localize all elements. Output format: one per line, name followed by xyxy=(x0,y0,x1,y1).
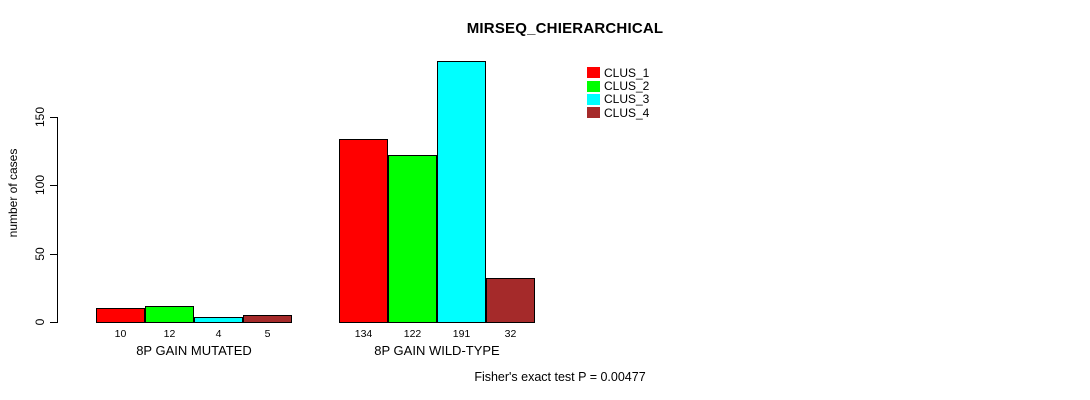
bar-clus-2-wild-type xyxy=(388,155,437,323)
bar-clus-2-mutated xyxy=(145,306,194,323)
y-axis-tick xyxy=(50,322,57,323)
annotation-fisher-test: Fisher's exact test P = 0.00477 xyxy=(474,370,646,384)
legend-label: CLUS_1 xyxy=(604,65,650,80)
y-axis-line xyxy=(57,117,58,323)
legend-label: CLUS_3 xyxy=(604,92,650,107)
bar-clus-1-wild-type xyxy=(339,139,388,323)
legend-label: CLUS_2 xyxy=(604,79,650,94)
y-axis-tick-label: 100 xyxy=(33,174,47,196)
bar-value-label: 10 xyxy=(114,328,127,340)
group-label-wild-type: 8P GAIN WILD-TYPE xyxy=(374,343,500,358)
bar-value-label: 134 xyxy=(354,328,373,340)
y-axis-tick xyxy=(50,185,57,186)
chart-title: MIRSEQ_CHIERARCHICAL xyxy=(466,20,664,37)
bar-value-label: 122 xyxy=(403,328,422,340)
legend-item-clus-2: CLUS_2 xyxy=(587,79,649,92)
bar-clus-1-mutated xyxy=(96,308,145,323)
legend-swatch xyxy=(587,93,600,105)
bar-clus-3-mutated xyxy=(194,317,243,323)
bar-value-label: 32 xyxy=(504,328,517,340)
y-axis-tick-label: 50 xyxy=(33,247,47,261)
y-axis-tick-label: 150 xyxy=(33,106,47,128)
bar-clus-3-wild-type xyxy=(437,61,486,323)
bar-value-label: 4 xyxy=(215,328,222,340)
legend-item-clus-4: CLUS_4 xyxy=(587,106,649,119)
bar-value-label: 191 xyxy=(452,328,471,340)
bar-clus-4-mutated xyxy=(243,315,292,323)
legend-swatch xyxy=(587,107,600,119)
legend-swatch xyxy=(587,80,600,92)
y-axis-tick-label: 0 xyxy=(33,318,47,326)
legend-item-clus-3: CLUS_3 xyxy=(587,93,649,106)
y-axis-tick xyxy=(50,117,57,118)
bar-value-label: 12 xyxy=(163,328,176,340)
legend-item-clus-1: CLUS_1 xyxy=(587,66,649,79)
y-axis-tick xyxy=(50,254,57,255)
group-label-mutated: 8P GAIN MUTATED xyxy=(136,343,252,358)
bar-clus-4-wild-type xyxy=(486,278,535,323)
legend: CLUS_1 CLUS_2 CLUS_3 CLUS_4 xyxy=(587,66,649,120)
legend-label: CLUS_4 xyxy=(604,105,650,120)
legend-swatch xyxy=(587,67,600,79)
bar-value-label: 5 xyxy=(264,328,271,340)
